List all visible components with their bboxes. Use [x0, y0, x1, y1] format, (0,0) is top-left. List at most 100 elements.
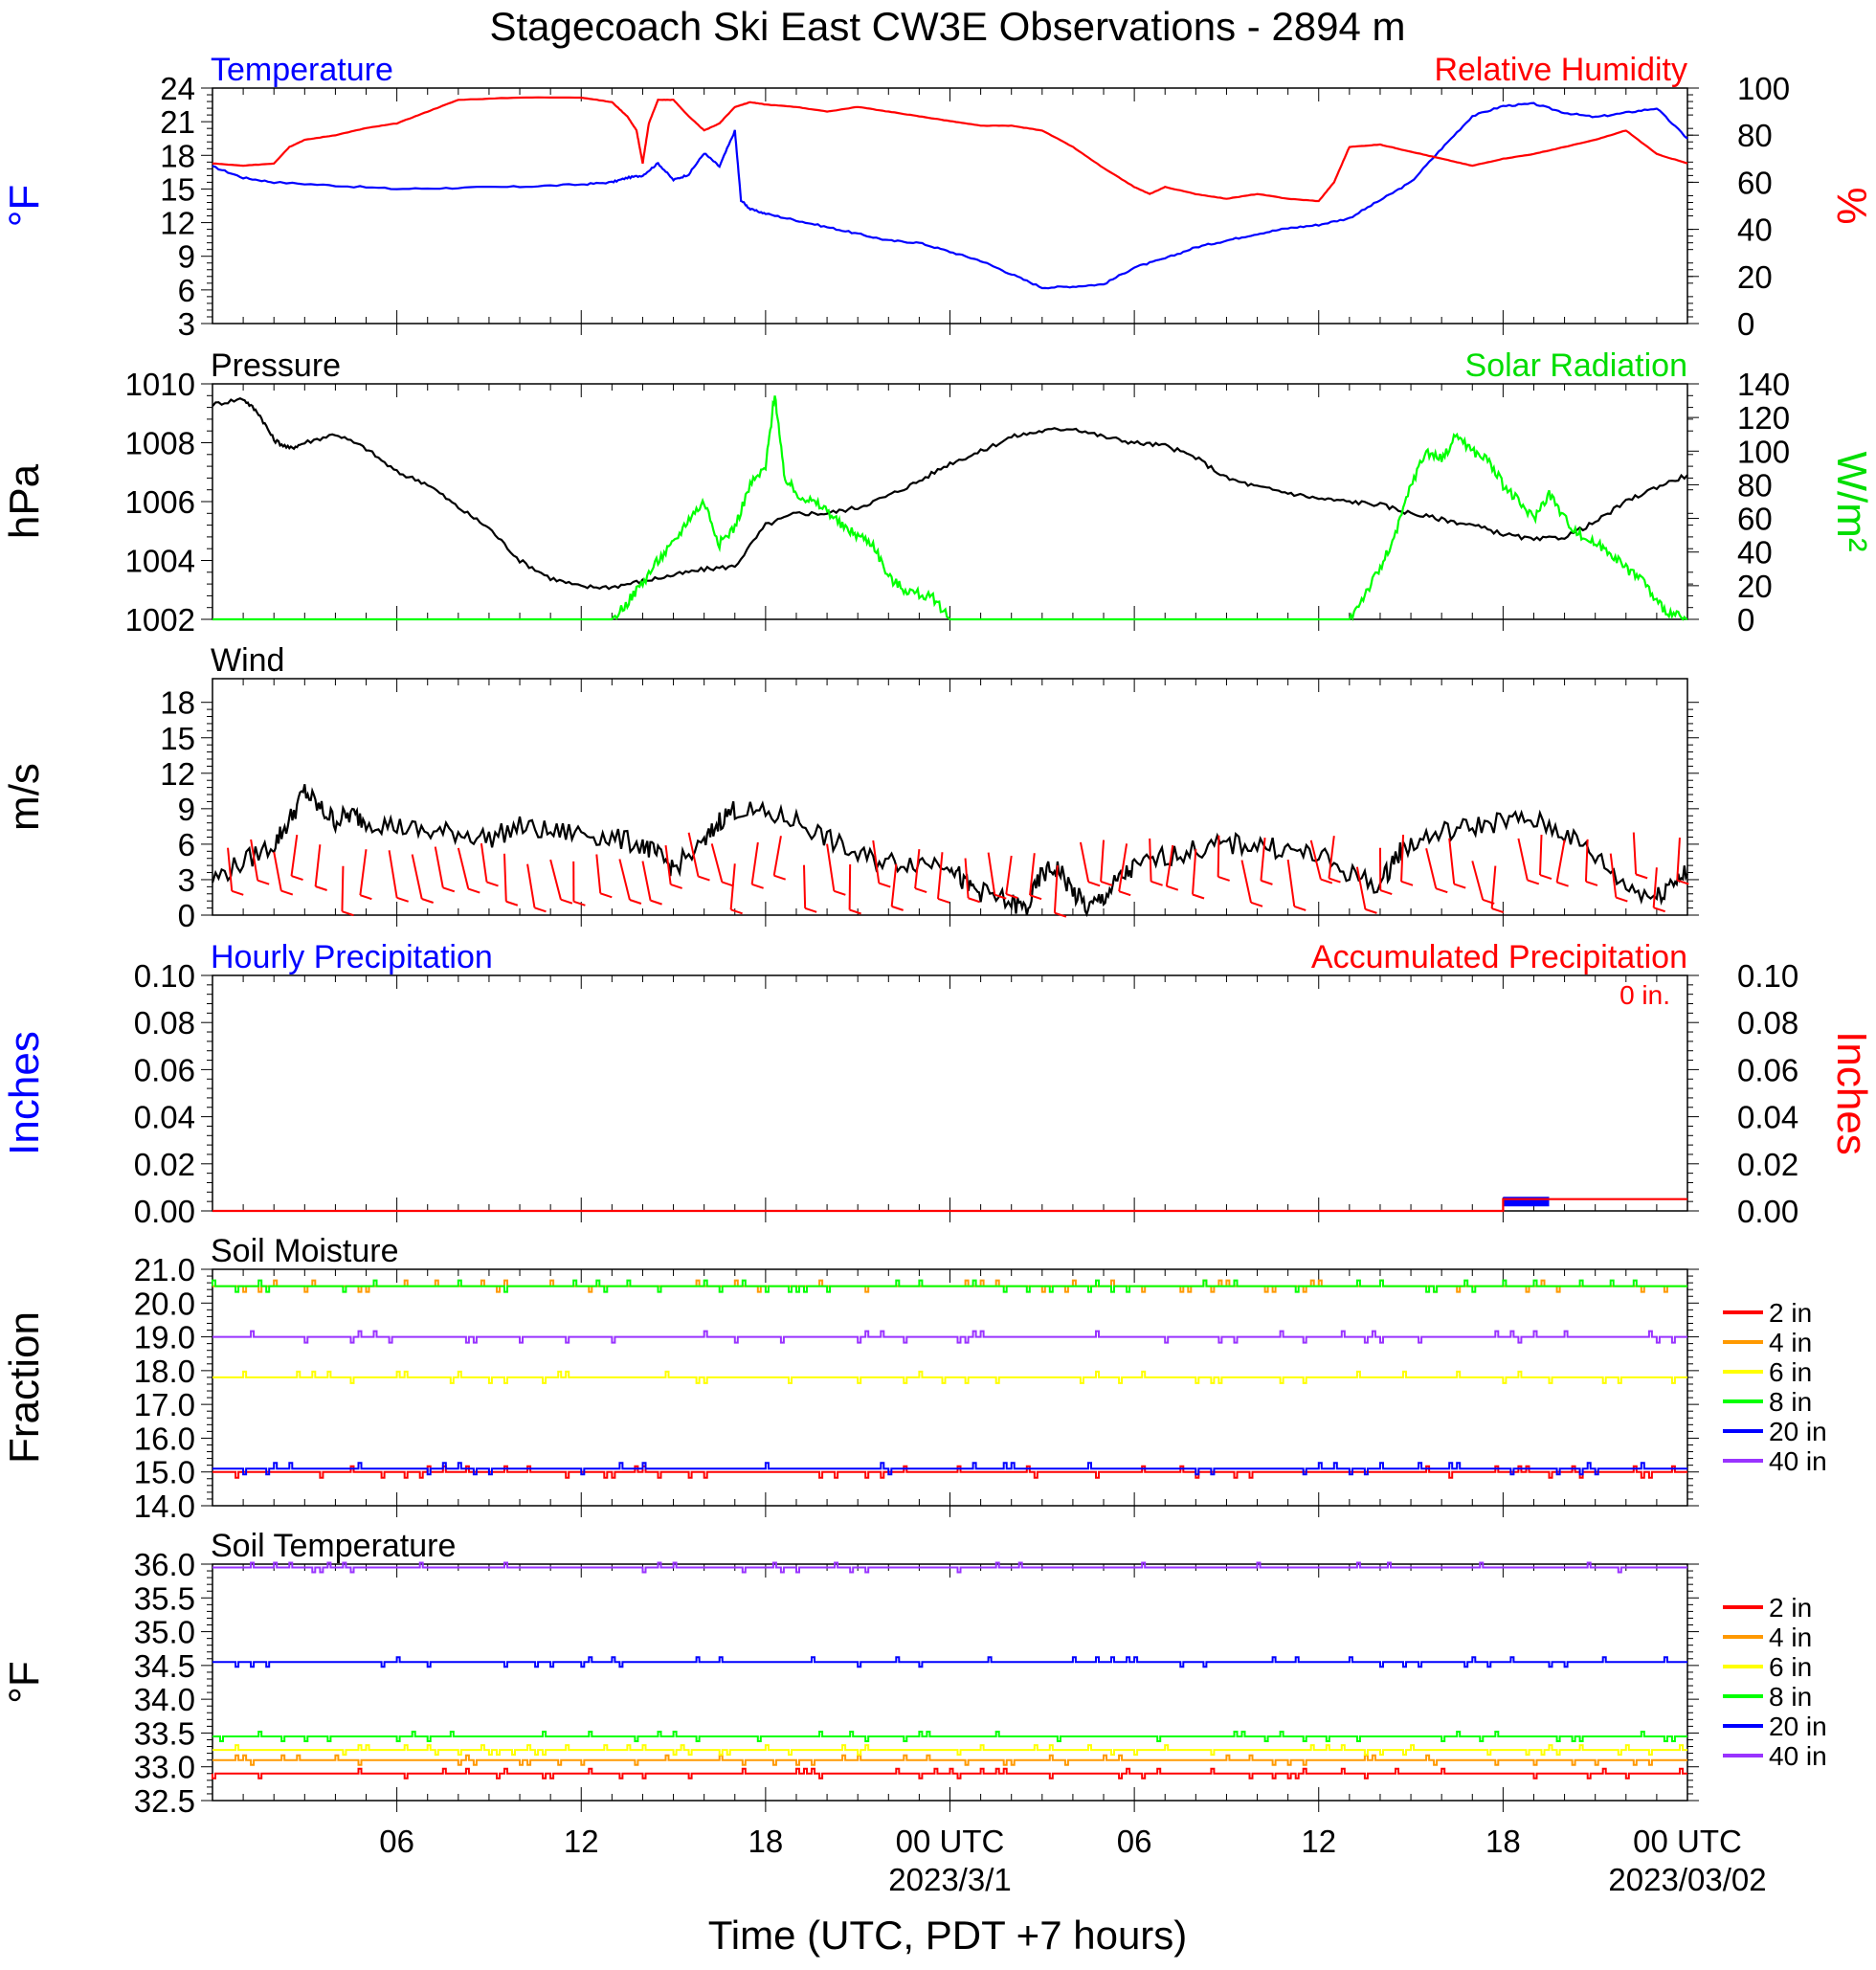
wind-barb-flag [505, 900, 519, 907]
series-line-4-in [212, 1754, 1687, 1766]
y-tick-label-left: 34.5 [134, 1648, 195, 1684]
panel-title-right: Accumulated Precipitation [1311, 939, 1687, 975]
wind-barb [1632, 832, 1638, 875]
y-tick-label-left: 0 [178, 898, 195, 933]
y-tick-label-left: 0.02 [134, 1147, 195, 1182]
wind-barb [1328, 836, 1335, 879]
wind-barb-flag [1379, 889, 1393, 895]
y-tick-label-left: 12 [160, 756, 195, 792]
y-tick-label-left: 21.0 [134, 1252, 195, 1287]
y-axis-label-right: Inches [1828, 1031, 1875, 1155]
wind-barb [987, 852, 996, 895]
y-tick-label-right: 0.02 [1737, 1147, 1798, 1182]
y-tick-label-left: 19.0 [134, 1320, 195, 1355]
wind-barb [1192, 849, 1197, 895]
y-tick-label-right: 0.10 [1737, 958, 1798, 994]
wind-barb-flag [891, 905, 904, 911]
legend-label: 20 in [1769, 1417, 1827, 1446]
y-tick-label-left: 20.0 [134, 1286, 195, 1321]
y-tick-label-left: 17.0 [134, 1387, 195, 1422]
wind-barb-flag [1453, 883, 1466, 889]
y-tick-label-right: 60 [1737, 502, 1773, 537]
wind-barb-flag [629, 899, 642, 905]
wind-barb-flag [291, 875, 303, 881]
plot-frame [212, 678, 1688, 916]
y-tick-label-left: 36.0 [134, 1547, 195, 1582]
wind-barb [803, 864, 807, 908]
wind-barb-flag [698, 875, 710, 882]
y-axis-label-left: m/s [1, 763, 48, 831]
wind-barb [772, 836, 782, 876]
wind-barb-flag [1166, 884, 1179, 891]
y-tick-label-left: 33.0 [134, 1750, 195, 1785]
wind-barb [1240, 860, 1252, 904]
y-tick-label-left: 1004 [125, 544, 195, 579]
wind-barb-flag [1217, 875, 1230, 882]
wind-barb-flag [1435, 887, 1448, 894]
series-line-wind [211, 784, 1689, 918]
legend-label: 4 in [1769, 1623, 1812, 1652]
wind-barb [1118, 843, 1128, 892]
panel-title-left: Soil Moisture [211, 1233, 399, 1269]
wind-barb-flag [486, 881, 499, 887]
series-line-6-in [212, 1744, 1687, 1757]
wind-barb [1490, 865, 1497, 909]
series-line-40-in [212, 1330, 1687, 1344]
wind-barb [914, 849, 921, 889]
y-tick-label-right: 80 [1737, 118, 1773, 153]
wind-barb [1286, 859, 1296, 907]
wind-barb-flag [1616, 896, 1628, 903]
wind-barb [1538, 834, 1543, 876]
wind-barb [227, 847, 234, 891]
wind-barb-flag [1676, 879, 1689, 885]
wind-barb-flag [650, 899, 662, 906]
x-date-label: 2023/03/02 [1608, 1862, 1766, 1897]
wind-barb [1400, 834, 1405, 882]
wind-barb [1584, 839, 1589, 882]
panel-title-left: Hourly Precipitation [211, 939, 493, 975]
wind-barb [549, 859, 562, 900]
y-tick-label-left: 0.10 [134, 958, 195, 994]
x-tick-label: 00 UTC [896, 1824, 1005, 1859]
wind-barb-flag [342, 910, 354, 917]
wind-barb [1217, 835, 1220, 877]
series-line-solar-radiation [212, 395, 1688, 622]
x-tick-label: 00 UTC [1633, 1824, 1742, 1859]
wind-barb [641, 861, 652, 901]
wind-barb [1165, 844, 1174, 886]
panel-title-left: Wind [211, 642, 284, 679]
plot-frame [212, 974, 1688, 1212]
wind-barb-flag [442, 886, 456, 893]
wind-barb [1448, 838, 1456, 884]
plot-frame [212, 1563, 1688, 1802]
wind-barb-flag [1556, 881, 1569, 887]
y-tick-label-left: 15 [160, 171, 195, 207]
wind-barb-flag [467, 887, 480, 894]
wind-barb [457, 847, 470, 889]
wind-barb [1005, 855, 1013, 895]
wind-barb [664, 844, 672, 885]
y-tick-label-right: 100 [1737, 71, 1790, 106]
wind-barb-flag [1320, 878, 1333, 884]
series-line-relative-humidity [212, 96, 1688, 203]
wind-barb [388, 850, 398, 899]
y-tick-label-left: 35.0 [134, 1615, 195, 1650]
series-line-40-in [212, 1561, 1687, 1574]
y-tick-label-left: 1002 [125, 602, 195, 638]
y-tick-label-left: 15 [160, 721, 195, 756]
wind-barb [314, 844, 322, 887]
series-line-6-in [212, 1370, 1687, 1384]
y-tick-label-left: 0.00 [134, 1194, 195, 1229]
wind-barb [1555, 839, 1566, 883]
wind-barb-flag [1029, 894, 1042, 901]
series-line-20-in [212, 1656, 1687, 1668]
wind-barb [1676, 838, 1681, 881]
x-tick-label: 18 [748, 1824, 784, 1859]
y-tick-label-right: 100 [1737, 434, 1790, 469]
wind-barb [1471, 861, 1485, 901]
y-tick-label-right: 40 [1737, 535, 1773, 571]
x-axis-label: Time (UTC, PDT +7 hours) [708, 1913, 1188, 1958]
